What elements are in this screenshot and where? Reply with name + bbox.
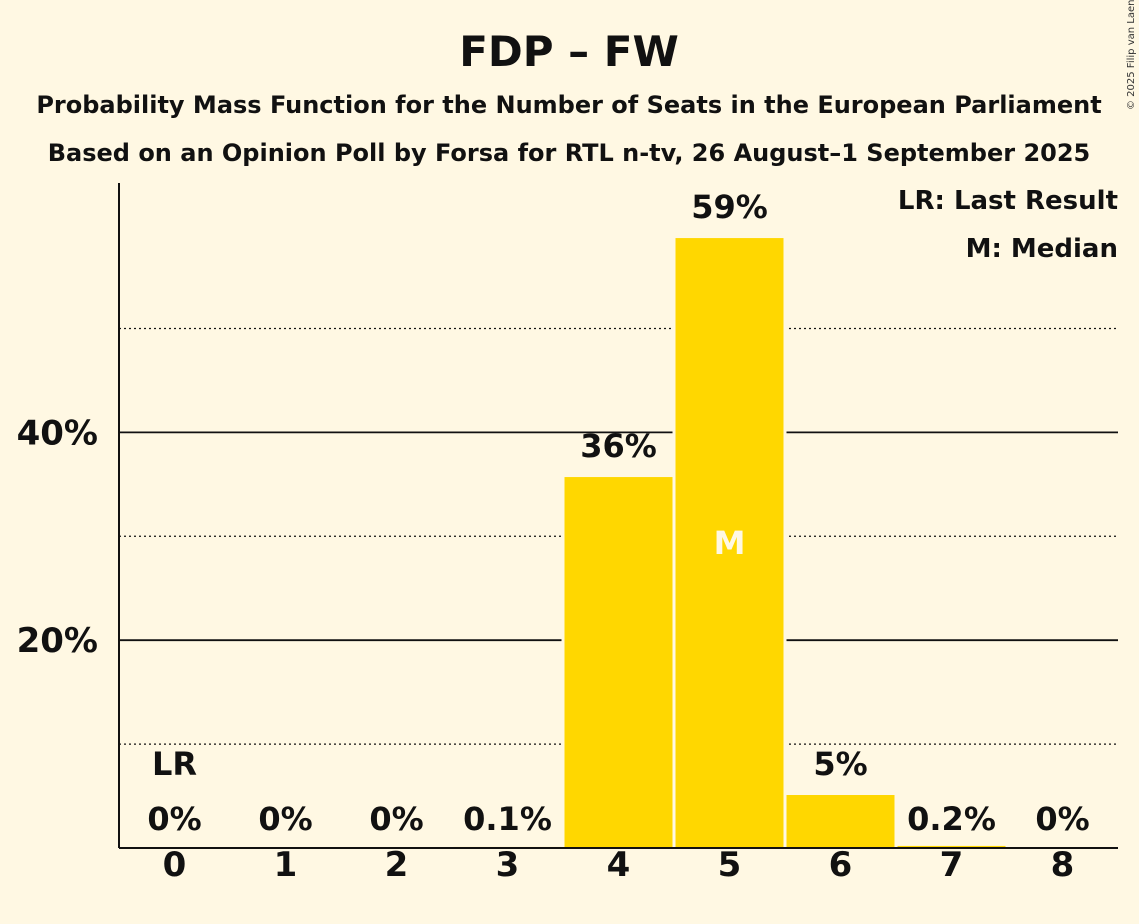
copyright-notice: © 2025 Filip van Laenen (1126, 0, 1137, 110)
x-tick-label: 0 (163, 845, 187, 885)
data-label: 0% (147, 800, 201, 838)
bars (450, 236, 1009, 848)
data-label: 59% (691, 188, 768, 226)
bar (786, 795, 895, 848)
legend-last-result: LR: Last Result (898, 186, 1118, 216)
chart-title: FDP – FW (459, 27, 679, 76)
y-tick-label: 40% (17, 413, 98, 453)
x-tick-label: 4 (607, 845, 631, 885)
bar (564, 477, 673, 848)
x-tick-label: 2 (385, 845, 409, 885)
bar (897, 845, 1006, 848)
x-tick-label: 7 (940, 845, 964, 885)
data-label: 0% (258, 800, 312, 838)
x-tick-label: 3 (496, 845, 520, 885)
data-label: 0.1% (463, 800, 552, 838)
data-label: 0% (369, 800, 423, 838)
median-marker: M (714, 524, 746, 562)
bar-gap (450, 844, 565, 848)
last-result-marker: LR (152, 745, 197, 783)
x-tick-label: 6 (829, 845, 853, 885)
chart-subtitle-1: Probability Mass Function for the Number… (36, 91, 1101, 119)
x-tick-label: 8 (1051, 845, 1075, 885)
axes: 20% 40% 0 1 2 3 4 5 6 7 8 (17, 183, 1118, 885)
data-label: 5% (813, 745, 867, 783)
legend-median: M: Median (966, 234, 1118, 264)
chart-subtitle-2: Based on an Opinion Poll by Forsa for RT… (48, 139, 1091, 167)
data-label: 0% (1035, 800, 1089, 838)
y-tick-label: 20% (17, 621, 98, 661)
data-labels: 0% LR 0% 0% 0.1% 36% 59% M 5% 0.2% 0% (147, 188, 1089, 838)
x-tick-label: 5 (718, 845, 742, 885)
data-label: 36% (580, 427, 657, 465)
data-label: 0.2% (907, 800, 996, 838)
bar (675, 238, 784, 848)
x-tick-label: 1 (274, 845, 298, 885)
